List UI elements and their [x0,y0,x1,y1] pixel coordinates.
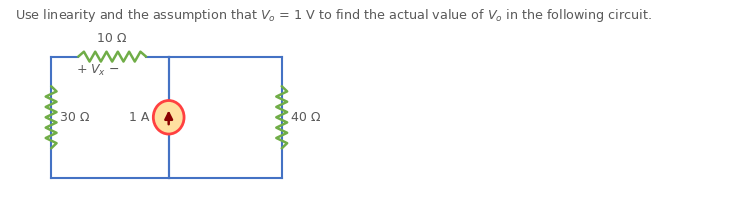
Circle shape [153,101,184,134]
Text: $+$ $\mathit{V}_x$ $-$: $+$ $\mathit{V}_x$ $-$ [76,63,120,78]
Text: Use linearity and the assumption that $\mathit{V}_o$ = 1 V to find the actual va: Use linearity and the assumption that $\… [15,7,652,24]
Text: 40 Ω: 40 Ω [291,111,320,124]
Text: 10 Ω: 10 Ω [97,32,127,45]
Text: 30 Ω: 30 Ω [60,111,90,124]
Text: 1 A: 1 A [129,111,150,124]
